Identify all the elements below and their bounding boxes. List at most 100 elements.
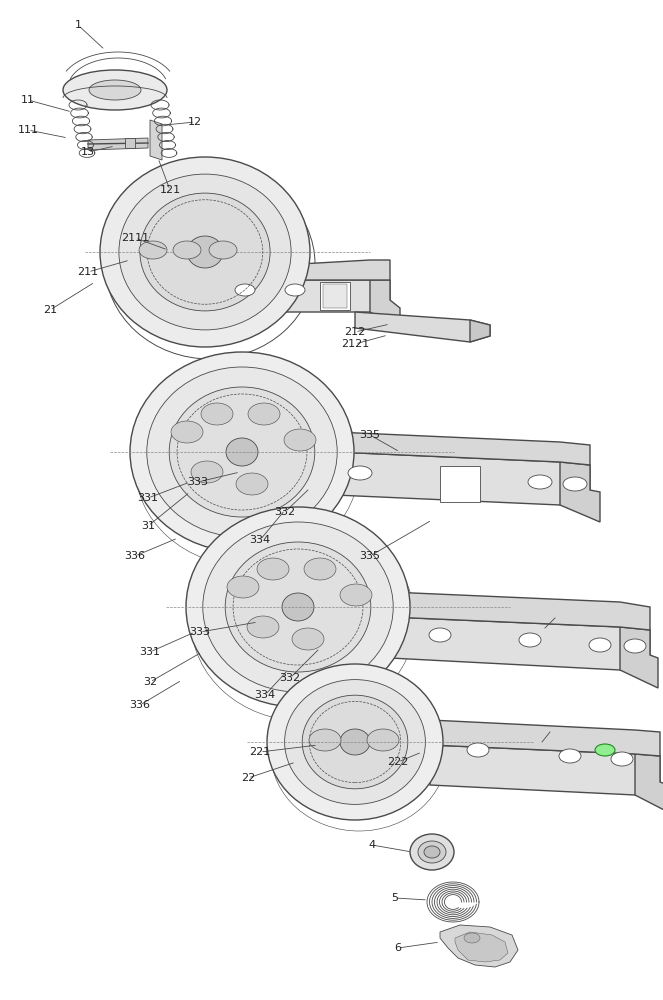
Polygon shape xyxy=(430,720,660,756)
Polygon shape xyxy=(370,280,400,328)
Text: 334: 334 xyxy=(255,690,276,700)
Ellipse shape xyxy=(257,558,289,580)
Polygon shape xyxy=(390,592,650,630)
Text: 334: 334 xyxy=(249,535,271,545)
Ellipse shape xyxy=(519,633,541,647)
Text: 333: 333 xyxy=(190,627,210,637)
Text: 331: 331 xyxy=(139,647,160,657)
Ellipse shape xyxy=(340,729,370,755)
Polygon shape xyxy=(470,320,490,342)
Polygon shape xyxy=(635,754,663,812)
Polygon shape xyxy=(195,280,390,312)
Ellipse shape xyxy=(236,473,268,495)
Text: 332: 332 xyxy=(274,507,296,517)
Ellipse shape xyxy=(267,664,443,820)
Polygon shape xyxy=(320,282,350,310)
Text: 22: 22 xyxy=(241,773,255,783)
Text: 11: 11 xyxy=(21,95,35,105)
Text: 21: 21 xyxy=(43,305,57,315)
Ellipse shape xyxy=(292,628,324,650)
Text: 222: 222 xyxy=(387,757,408,767)
Ellipse shape xyxy=(201,403,233,425)
Ellipse shape xyxy=(235,284,255,296)
Text: 2111: 2111 xyxy=(121,233,149,243)
Text: 121: 121 xyxy=(159,185,180,195)
Ellipse shape xyxy=(559,749,581,763)
Text: 331: 331 xyxy=(137,493,158,503)
Polygon shape xyxy=(440,925,518,967)
Ellipse shape xyxy=(340,584,372,606)
Text: 1: 1 xyxy=(74,20,82,30)
Polygon shape xyxy=(355,312,490,342)
Text: 31: 31 xyxy=(141,521,155,531)
Ellipse shape xyxy=(130,352,354,552)
Ellipse shape xyxy=(302,695,408,789)
Ellipse shape xyxy=(348,466,372,480)
Polygon shape xyxy=(150,120,162,160)
Ellipse shape xyxy=(528,475,552,489)
Ellipse shape xyxy=(467,743,489,757)
Text: 4: 4 xyxy=(369,840,375,850)
Ellipse shape xyxy=(563,477,587,491)
Text: 111: 111 xyxy=(17,125,38,135)
Polygon shape xyxy=(430,745,660,795)
Ellipse shape xyxy=(171,421,203,443)
Ellipse shape xyxy=(225,542,371,672)
Ellipse shape xyxy=(169,387,315,517)
Ellipse shape xyxy=(203,522,393,692)
Ellipse shape xyxy=(140,193,270,311)
Polygon shape xyxy=(560,462,600,522)
Ellipse shape xyxy=(186,507,410,707)
Text: 13: 13 xyxy=(81,147,95,157)
Ellipse shape xyxy=(89,80,141,100)
Text: 5: 5 xyxy=(391,893,398,903)
Ellipse shape xyxy=(309,729,341,751)
Ellipse shape xyxy=(464,933,480,943)
Ellipse shape xyxy=(284,429,316,451)
Polygon shape xyxy=(195,260,390,292)
Text: 12: 12 xyxy=(188,117,202,127)
Ellipse shape xyxy=(119,174,291,330)
Ellipse shape xyxy=(285,284,305,296)
Ellipse shape xyxy=(248,403,280,425)
Ellipse shape xyxy=(304,558,336,580)
Ellipse shape xyxy=(247,616,279,638)
Ellipse shape xyxy=(226,438,258,466)
Polygon shape xyxy=(335,432,590,465)
Ellipse shape xyxy=(418,841,446,863)
Ellipse shape xyxy=(100,157,310,347)
Ellipse shape xyxy=(139,241,167,259)
Polygon shape xyxy=(335,452,590,505)
Text: 336: 336 xyxy=(129,700,151,710)
Text: 6: 6 xyxy=(394,943,402,953)
Text: 335: 335 xyxy=(359,551,381,561)
Ellipse shape xyxy=(284,680,426,804)
Text: 333: 333 xyxy=(188,477,208,487)
Text: 32: 32 xyxy=(143,677,157,687)
Polygon shape xyxy=(440,466,480,502)
Polygon shape xyxy=(455,932,508,962)
Ellipse shape xyxy=(187,236,223,268)
Ellipse shape xyxy=(367,729,399,751)
Polygon shape xyxy=(125,138,135,148)
Text: 2121: 2121 xyxy=(341,339,369,349)
Polygon shape xyxy=(390,617,650,670)
Text: 336: 336 xyxy=(125,551,145,561)
Ellipse shape xyxy=(595,744,615,756)
Ellipse shape xyxy=(424,846,440,858)
Ellipse shape xyxy=(410,834,454,870)
Ellipse shape xyxy=(173,241,201,259)
Ellipse shape xyxy=(63,70,167,110)
Text: 335: 335 xyxy=(359,430,381,440)
Ellipse shape xyxy=(589,638,611,652)
Ellipse shape xyxy=(227,576,259,598)
Ellipse shape xyxy=(624,639,646,653)
Ellipse shape xyxy=(147,367,337,537)
Ellipse shape xyxy=(611,752,633,766)
Polygon shape xyxy=(323,284,347,308)
Polygon shape xyxy=(620,627,658,688)
Ellipse shape xyxy=(191,461,223,483)
Text: 221: 221 xyxy=(249,747,271,757)
Polygon shape xyxy=(88,138,148,150)
Ellipse shape xyxy=(429,628,451,642)
